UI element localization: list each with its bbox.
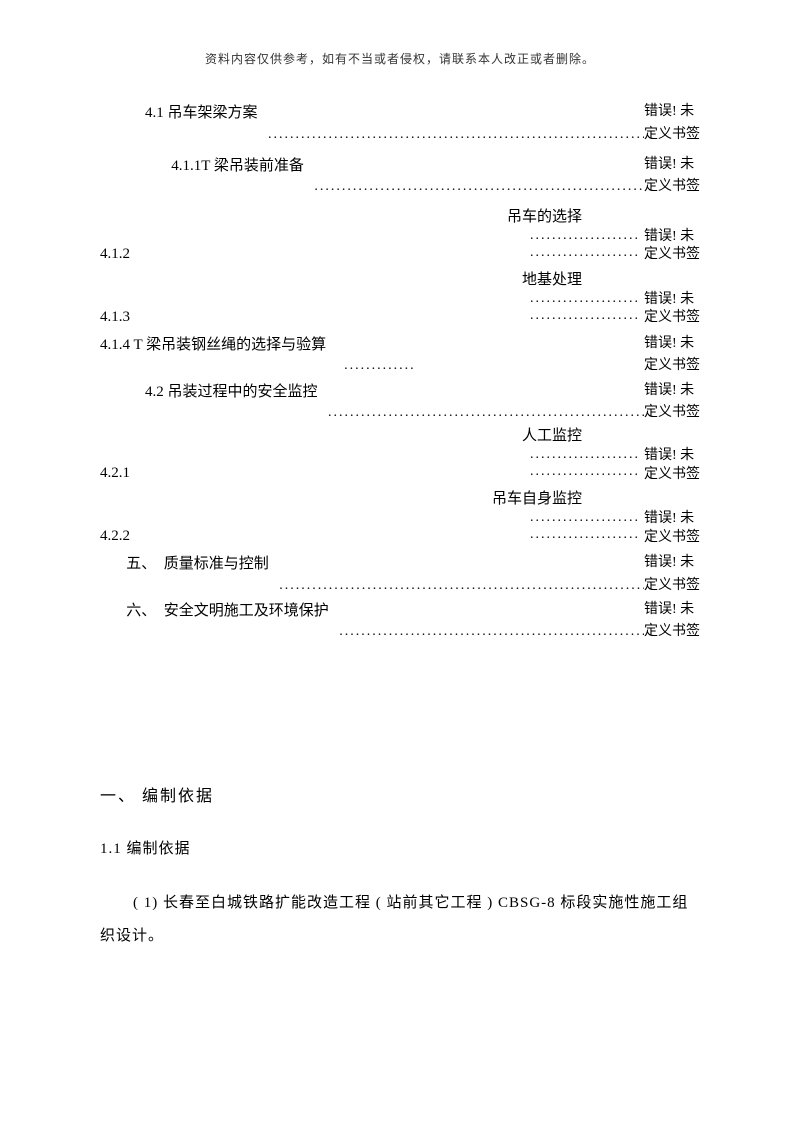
- toc-sub-title: 人工监控: [100, 426, 700, 447]
- toc-leader: ........................................…: [276, 575, 644, 597]
- toc-leader: ....................: [530, 527, 640, 544]
- toc-leader: ........................................…: [336, 621, 644, 643]
- toc-leader: ....................: [530, 245, 640, 262]
- header-disclaimer: 资料内容仅供参考，如有不当或者侵权，请联系本人改正或者删除。: [100, 50, 700, 69]
- toc-number: 4.1.2: [100, 228, 130, 266]
- toc-row-4-1-3: 地基处理 4.1.3 .................... ........…: [100, 270, 700, 329]
- toc-leader: ....................: [530, 447, 640, 464]
- toc-error: 错误! 未 定义书签: [644, 380, 700, 425]
- toc-error: 错误! 未 定义书签: [644, 154, 700, 199]
- toc-row-4-1-1: 4.1.1T 梁吊装前准备 ..........................…: [100, 154, 700, 199]
- toc-sub-title: 地基处理: [100, 270, 700, 291]
- toc-error: 错误! 未 定义书签: [644, 228, 700, 264]
- toc-row-4-1-4: 4.1.4 T 梁吊装钢丝绳的选择与验算 ............. 错误! 未…: [100, 333, 700, 378]
- toc-row-4-2: 4.2 吊装过程中的安全监控 .........................…: [100, 380, 700, 425]
- toc-leader: ........................................…: [265, 124, 644, 146]
- toc-label: 五、 质量标准与控制: [100, 552, 276, 576]
- toc-row-4-1: 4.1 吊车架梁方案 .............................…: [100, 101, 700, 146]
- toc-error: 错误! 未 定义书签: [644, 510, 700, 546]
- toc-row-4-1-2: 吊车的选择 4.1.2 .................... .......…: [100, 207, 700, 266]
- toc-leader: ....................: [530, 291, 640, 308]
- toc-row-4-2-2: 吊车自身监控 4.2.2 .................... ......…: [100, 489, 700, 548]
- toc-error: 错误! 未 定义书签: [644, 599, 700, 644]
- toc-leader: ....................: [530, 308, 640, 325]
- toc-label: 4.2 吊装过程中的安全监控: [100, 380, 325, 404]
- toc-leader: ........................................…: [325, 402, 644, 424]
- toc-number: 4.2.1: [100, 447, 130, 485]
- toc-leader: ........................................…: [311, 176, 644, 198]
- toc-label: 4.1 吊车架梁方案: [100, 101, 265, 125]
- toc-leader: .............: [341, 355, 644, 377]
- toc-sub-title: 吊车自身监控: [100, 489, 700, 510]
- toc-number: 4.1.3: [100, 291, 130, 329]
- toc-row-4-2-1: 人工监控 4.2.1 .................... ........…: [100, 426, 700, 485]
- toc-label: 4.1.4 T 梁吊装钢丝绳的选择与验算: [100, 333, 341, 357]
- body-paragraph: ( 1) 长春至白城铁路扩能改造工程 ( 站前其它工程 ) CBSG-8 标段实…: [100, 887, 700, 953]
- toc-error: 错误! 未 定义书签: [644, 552, 700, 597]
- toc-label: 4.1.1T 梁吊装前准备: [100, 154, 311, 178]
- toc-error: 错误! 未 定义书签: [644, 447, 700, 483]
- toc-error: 错误! 未 定义书签: [644, 333, 700, 378]
- toc-leader: ....................: [530, 228, 640, 245]
- toc-error: 错误! 未 定义书签: [644, 291, 700, 327]
- toc-row-6: 六、 安全文明施工及环境保护 .........................…: [100, 599, 700, 644]
- toc-error: 错误! 未 定义书签: [644, 101, 700, 146]
- table-of-contents: 4.1 吊车架梁方案 .............................…: [100, 101, 700, 644]
- toc-number: 4.2.2: [100, 510, 130, 548]
- toc-sub-title: 吊车的选择: [100, 207, 700, 228]
- toc-leader: ....................: [530, 464, 640, 481]
- toc-leader: ....................: [530, 510, 640, 527]
- heading-section-1-1: 1.1 编制依据: [100, 837, 700, 861]
- toc-row-5: 五、 质量标准与控制 .............................…: [100, 552, 700, 597]
- toc-label: 六、 安全文明施工及环境保护: [100, 599, 336, 623]
- heading-section-1: 一、 编制依据: [100, 784, 700, 810]
